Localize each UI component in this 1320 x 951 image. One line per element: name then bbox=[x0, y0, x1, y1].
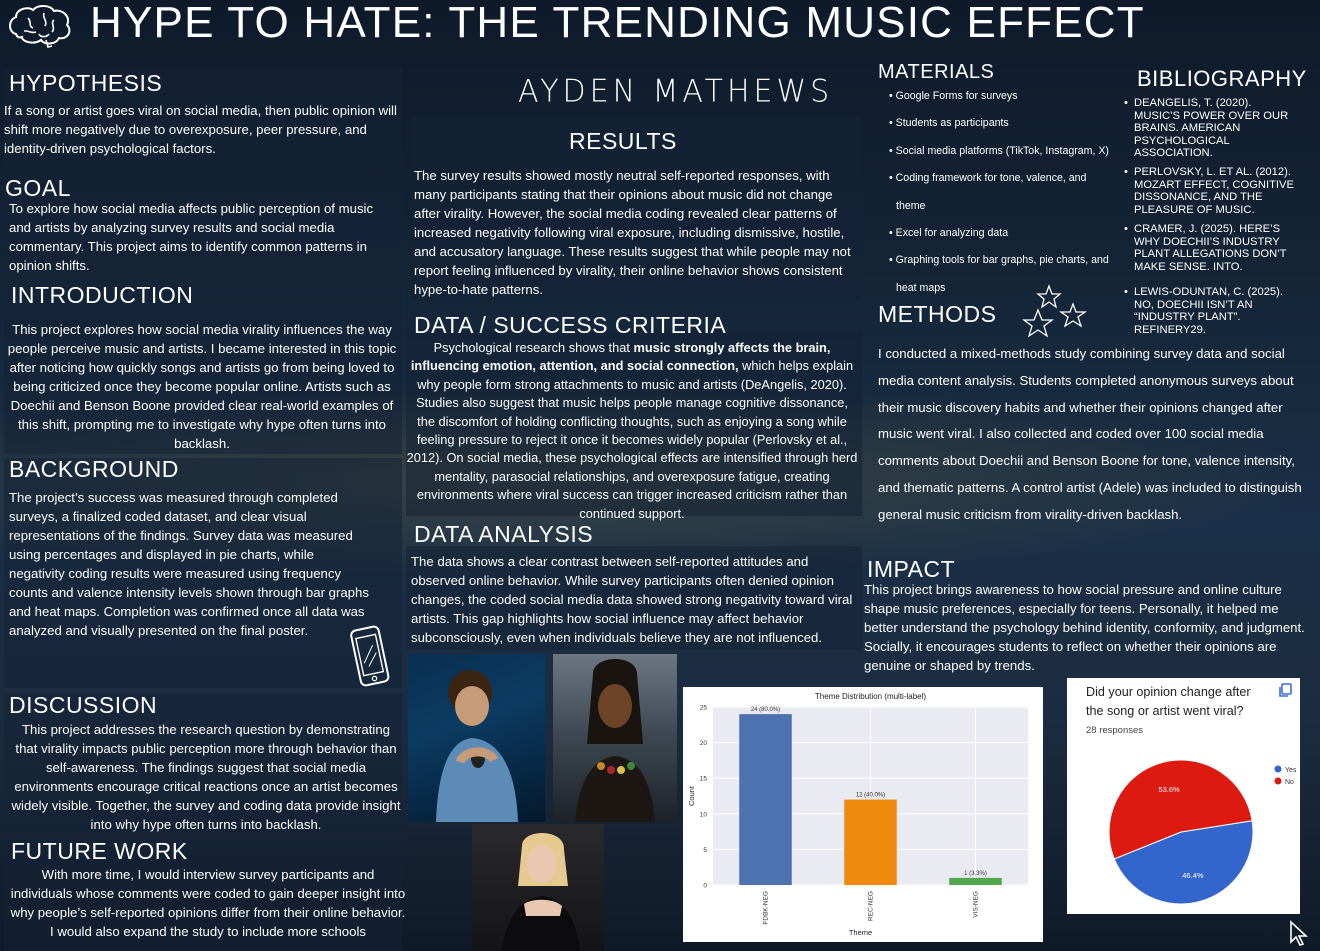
materials-item: • Coding framework for tone, valence, an… bbox=[889, 172, 1087, 184]
discussion-text: This project addresses the research ques… bbox=[11, 722, 401, 832]
bar bbox=[844, 799, 897, 885]
pie-value-label: 46.4% bbox=[1182, 871, 1204, 880]
introduction-heading: INTRODUCTION bbox=[11, 282, 194, 308]
introduction-panel bbox=[4, 286, 402, 454]
x-tick-label: REC-NEG bbox=[868, 891, 875, 921]
opinion-change-pie: 46.4% 53.6% Yes No bbox=[1108, 759, 1297, 905]
y-tick-label: 0 bbox=[703, 883, 707, 890]
bibliography-bullet: • bbox=[1124, 97, 1128, 109]
background-text: The project’s success was measured throu… bbox=[9, 490, 369, 638]
y-tick-label: 25 bbox=[700, 705, 708, 712]
cursor-icon bbox=[1290, 920, 1309, 946]
results-text: The survey results showed mostly neutral… bbox=[414, 168, 851, 297]
legend-label: No bbox=[1285, 779, 1294, 786]
analysis-heading: DATA ANALYSIS bbox=[414, 521, 594, 547]
materials-item: theme bbox=[896, 200, 926, 212]
bar-chart-card: 0 5 10 15 20 25 24 (80.0%) FDBK-NEG 12 (40.0%) RE… bbox=[683, 687, 1043, 942]
results-panel bbox=[412, 116, 860, 300]
methods-heading: METHODS bbox=[878, 301, 997, 327]
bar-value-label: 24 (80.0%) bbox=[751, 707, 780, 713]
materials-item: • Social media platforms (TikTok, Instag… bbox=[889, 145, 1109, 157]
future-work-text: With more time, I would interview survey… bbox=[10, 867, 406, 939]
legend-swatch bbox=[1274, 777, 1282, 785]
bibliography-entry: PERLOVSKY, L. ET AL. (2012). MOZART EFFE… bbox=[1134, 166, 1294, 216]
analysis-text: The data shows a clear contrast between … bbox=[411, 554, 853, 645]
methods-text: I conducted a mixed-methods study combin… bbox=[878, 346, 1302, 522]
x-axis-label: Theme bbox=[849, 928, 872, 937]
materials-item: • Excel for analyzing data bbox=[889, 227, 1009, 239]
bibliography-entry: DEANGELIS, T. (2020). MUSIC’S POWER OVER… bbox=[1134, 97, 1289, 159]
legend-label: Yes bbox=[1285, 767, 1297, 774]
bibliography-bullet: • bbox=[1124, 286, 1128, 298]
hypothesis-heading: HYPOTHESIS bbox=[9, 70, 163, 96]
y-axis-label: Count bbox=[687, 785, 696, 806]
criteria-text-b: which helps explain why people form stro… bbox=[406, 358, 858, 521]
criteria-heading: DATA / SUCCESS CRITERIA bbox=[414, 312, 727, 338]
y-tick-label: 15 bbox=[700, 776, 708, 783]
future-work-panel bbox=[4, 840, 402, 951]
criteria-text-bold: music strongly affects the brain, influe… bbox=[410, 340, 831, 374]
legend-swatch bbox=[1274, 765, 1282, 773]
criteria-text: Psychological research shows that music … bbox=[406, 339, 858, 523]
pie-chart-card: Did your opinion change after the song o… bbox=[1067, 678, 1300, 914]
bar bbox=[739, 714, 792, 885]
benson-boone-photo bbox=[408, 654, 545, 822]
bar-chart-title: Theme Distribution (multi-label) bbox=[815, 692, 926, 701]
materials-item: heat maps bbox=[896, 282, 946, 294]
y-tick-label: 20 bbox=[700, 740, 708, 747]
criteria-text-a: Psychological research shows that bbox=[433, 340, 634, 355]
goal-text: To explore how social media affects publ… bbox=[9, 201, 374, 273]
materials-item: • Google Forms for surveys bbox=[889, 90, 1018, 102]
hypothesis-panel bbox=[4, 68, 402, 168]
y-tick-label: 5 bbox=[703, 847, 707, 854]
background-heading: BACKGROUND bbox=[9, 456, 179, 482]
bar-value-label: 1 (3.3%) bbox=[964, 871, 987, 877]
results-heading: RESULTS bbox=[569, 128, 677, 154]
hypothesis-text: If a song or artist goes viral on social… bbox=[4, 103, 397, 156]
pie-value-label: 53.6% bbox=[1158, 785, 1180, 794]
pie-chart-subtitle: 28 responses bbox=[1086, 725, 1144, 736]
pie-chart-title: Did your opinion change after the song o… bbox=[1086, 685, 1251, 718]
introduction-text: This project explores how social media v… bbox=[7, 322, 397, 451]
doechii-photo bbox=[553, 654, 677, 822]
materials-heading: MATERIALS bbox=[878, 61, 995, 83]
theme-distribution-chart: 0 5 10 15 20 25 24 (80.0%) FDBK-NEG 12 (40.0%) RE… bbox=[687, 692, 1028, 937]
analysis-panel bbox=[406, 546, 862, 650]
copy-icon[interactable] bbox=[1277, 682, 1293, 698]
impact-heading: IMPACT bbox=[867, 556, 956, 582]
bibliography-entry: CRAMER, J. (2025). HERE’S WHY DOECHII’S … bbox=[1134, 223, 1287, 273]
goal-heading: GOAL bbox=[5, 175, 71, 201]
bibliography-heading: BIBLIOGRAPHY bbox=[1137, 66, 1307, 91]
x-tick-label: VIS-NEG bbox=[973, 891, 980, 918]
phone-icon bbox=[350, 625, 390, 687]
materials-item: • Students as participants bbox=[889, 117, 1009, 129]
bar-value-label: 12 (40.0%) bbox=[856, 793, 885, 799]
brain-icon bbox=[9, 5, 71, 48]
background-panel bbox=[4, 458, 402, 688]
pie-slice bbox=[1108, 759, 1253, 860]
discussion-panel bbox=[4, 694, 402, 834]
poster-title: HYPE TO HATE: THE TRENDING MUSIC EFFECT bbox=[90, 0, 1145, 47]
bibliography-bullet: • bbox=[1124, 166, 1128, 178]
bibliography-entry: LEWIS-ODUNTAN, C. (2025). NO, DOECHII IS… bbox=[1134, 286, 1283, 336]
bibliography-bullet: • bbox=[1124, 223, 1128, 235]
bar bbox=[949, 877, 1002, 885]
materials-item: • Graphing tools for bar graphs, pie cha… bbox=[889, 254, 1109, 266]
impact-text: This project brings awareness to how soc… bbox=[864, 582, 1305, 673]
discussion-heading: DISCUSSION bbox=[9, 692, 158, 718]
y-tick-label: 10 bbox=[700, 811, 708, 818]
criteria-panel bbox=[406, 330, 862, 516]
pie-slice bbox=[1113, 820, 1254, 905]
goal-panel bbox=[4, 178, 402, 278]
future-work-heading: FUTURE WORK bbox=[11, 838, 188, 864]
adele-photo bbox=[472, 824, 604, 951]
author-name: AYDEN MATHEWS bbox=[518, 73, 834, 110]
x-tick-label: FDBK-NEG bbox=[763, 891, 770, 925]
stars-icon bbox=[1022, 284, 1088, 338]
